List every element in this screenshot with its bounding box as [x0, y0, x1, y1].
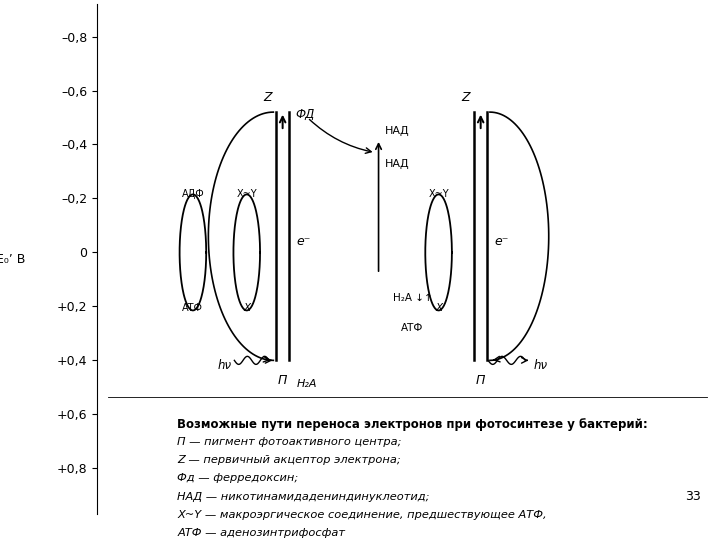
Polygon shape	[276, 112, 289, 360]
Text: Z — первичный акцептор электрона;: Z — первичный акцептор электрона;	[177, 455, 401, 465]
Text: НАД — никотинамидадениндинуклеотид;: НАД — никотинамидадениндинуклеотид;	[177, 492, 430, 502]
Text: e⁻: e⁻	[495, 235, 508, 248]
Text: АТФ: АТФ	[402, 323, 424, 333]
Text: П: П	[278, 374, 287, 387]
Text: 33: 33	[685, 490, 701, 503]
Text: АТФ — аденозинтрифосфат: АТФ — аденозинтрифосфат	[177, 529, 346, 538]
Text: X~Y: X~Y	[236, 189, 257, 199]
Text: ФД: ФД	[295, 109, 314, 122]
Text: X: X	[243, 303, 251, 313]
Text: П — пигмент фотоактивного центра;: П — пигмент фотоактивного центра;	[177, 437, 402, 447]
Text: H₂A: H₂A	[296, 379, 317, 389]
Text: E₀’ В: E₀’ В	[0, 253, 25, 266]
Text: Возможные пути переноса электронов при фотосинтезе у бактерий:: Возможные пути переноса электронов при ф…	[177, 418, 648, 431]
Text: Z: Z	[263, 91, 271, 104]
Text: НАД: НАД	[384, 159, 410, 169]
Text: АДФ: АДФ	[181, 189, 204, 199]
Text: X~Y — макроэргическое соединение, предшествующее АТФ,: X~Y — макроэргическое соединение, предше…	[177, 510, 547, 520]
Text: Фд — ферредоксин;: Фд — ферредоксин;	[177, 474, 299, 483]
Text: АТФ: АТФ	[182, 303, 203, 313]
Polygon shape	[474, 112, 487, 360]
Text: X: X	[435, 303, 442, 313]
Text: e⁻: e⁻	[296, 235, 310, 248]
Text: X~Y: X~Y	[428, 189, 449, 199]
Text: П: П	[476, 374, 485, 387]
Text: НАД: НАД	[384, 126, 410, 137]
Text: Z: Z	[461, 91, 469, 104]
Text: hν: hν	[217, 359, 232, 372]
Text: H₂A ↓↑: H₂A ↓↑	[392, 293, 433, 303]
Text: hν: hν	[534, 359, 547, 372]
